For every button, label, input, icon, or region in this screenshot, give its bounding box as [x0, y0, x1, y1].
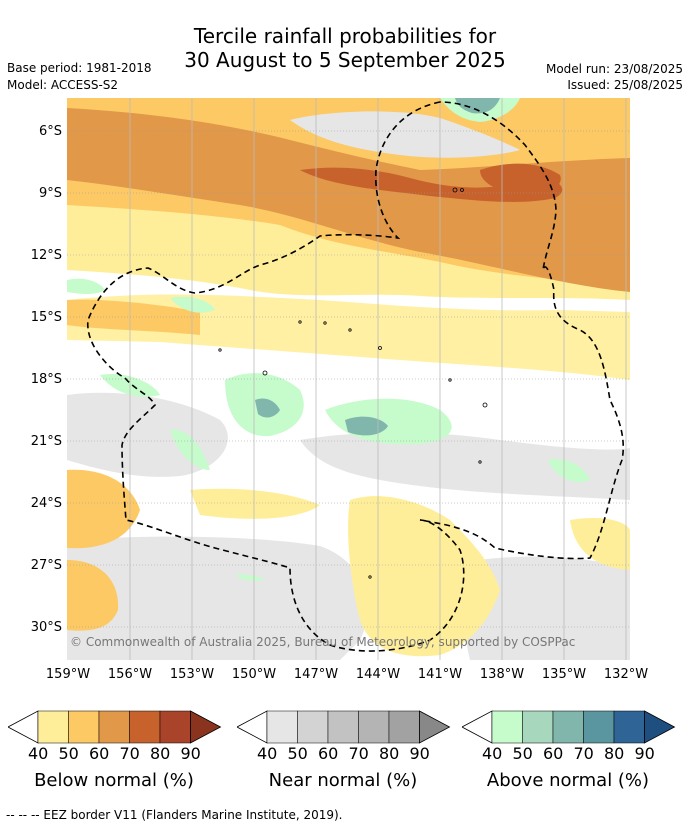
colorbar-tick: 60	[89, 744, 110, 763]
lat-label: 27°S	[31, 558, 62, 573]
colorbar-tick: 50	[512, 744, 533, 763]
lat-label: 30°S	[31, 620, 62, 635]
colorbar-segment	[297, 710, 329, 744]
model-run: Model run: 23/08/2025	[545, 62, 683, 76]
colorbar-tick: 40	[482, 744, 503, 763]
colorbar-segment	[613, 710, 645, 744]
probability-map: © Commonwealth of Australia 2025, Bureau…	[31, 98, 648, 682]
colorbar-tick: 90	[409, 744, 430, 763]
colorbar-segment	[388, 710, 420, 744]
lat-label: 9°S	[39, 186, 62, 201]
lat-label: 21°S	[31, 434, 62, 449]
colorbar-segment	[327, 710, 359, 744]
colorbar-segment	[37, 710, 69, 744]
colorbar-tick: 80	[150, 744, 171, 763]
colorbar-segment	[266, 710, 298, 744]
eez-footnote: -- -- -- EEZ border V11 (Flanders Marine…	[6, 808, 343, 822]
colorbar-tick: 40	[28, 744, 49, 763]
colorbar-segment	[159, 710, 191, 744]
colorbar-label: Near normal (%)	[268, 770, 418, 791]
colorbar-segment	[68, 710, 100, 744]
title-line-1: Tercile rainfall probabilities for	[193, 24, 497, 48]
lon-label: 159°W	[46, 667, 90, 682]
lon-label: 132°W	[604, 667, 648, 682]
lat-label: 18°S	[31, 372, 62, 387]
lon-label: 147°W	[294, 667, 338, 682]
base-period: Base period: 1981-2018	[7, 61, 152, 75]
graticule	[67, 130, 630, 628]
colorbar-2	[237, 710, 451, 744]
title-line-2: 30 August to 5 September 2025	[184, 48, 506, 72]
issued-date: Issued: 25/08/2025	[567, 78, 683, 92]
lon-label: 138°W	[480, 667, 524, 682]
colorbar-under-triangle	[462, 710, 493, 744]
islands	[218, 187, 488, 579]
colorbar-segment	[552, 710, 584, 744]
lon-label: 144°W	[356, 667, 400, 682]
colorbar-tick: 70	[119, 744, 140, 763]
lon-axis: 159°W 156°W 153°W 150°W 147°W 144°W 141°W 138°W…	[46, 667, 648, 682]
eez-border	[87, 101, 625, 652]
colorbar-tick: 90	[180, 744, 201, 763]
lon-label: 153°W	[170, 667, 214, 682]
colorbar-tick: 60	[318, 744, 339, 763]
colorbar-1	[8, 710, 222, 744]
lon-label: 141°W	[418, 667, 462, 682]
colorbar-tick: 40	[257, 744, 278, 763]
colorbar-tick: 70	[348, 744, 369, 763]
colorbar-tick: 70	[573, 744, 594, 763]
lat-label: 15°S	[31, 310, 62, 325]
lon-label: 135°W	[542, 667, 586, 682]
colorbar-under-triangle	[237, 710, 268, 744]
colorbar-segment	[522, 710, 554, 744]
colorbar-label: Below normal (%)	[34, 770, 194, 791]
colorbar-segment	[358, 710, 390, 744]
colorbar-3	[462, 710, 676, 744]
colorbar-over-triangle	[419, 710, 451, 744]
lat-label: 12°S	[31, 248, 62, 263]
colorbar-tick: 60	[543, 744, 564, 763]
lon-label: 150°W	[232, 667, 276, 682]
lon-label: 156°W	[108, 667, 152, 682]
colorbar-label: Above normal (%)	[486, 770, 650, 791]
colorbar-tick: 80	[379, 744, 400, 763]
colorbar-segment	[129, 710, 161, 744]
lat-label: 6°S	[39, 124, 62, 139]
lat-axis: 6°S 9°S 12°S 15°S 18°S 21°S 24°S 27°S 30°S	[31, 124, 62, 635]
copyright-notice: © Commonwealth of Australia 2025, Bureau…	[70, 635, 575, 649]
model-name: Model: ACCESS-S2	[7, 78, 119, 92]
colorbar-over-triangle	[190, 710, 222, 744]
colorbar-over-triangle	[644, 710, 676, 744]
colorbar-segment	[98, 710, 130, 744]
lat-label: 24°S	[31, 496, 62, 511]
colorbar-segment	[491, 710, 523, 744]
colorbar-tick: 80	[604, 744, 625, 763]
colorbar-tick: 90	[634, 744, 655, 763]
colorbar-tick: 50	[58, 744, 79, 763]
map-field: © Commonwealth of Australia 2025, Bureau…	[67, 98, 630, 660]
colorbar-segment	[583, 710, 615, 744]
colorbar-under-triangle	[8, 710, 39, 744]
colorbar-tick: 50	[287, 744, 308, 763]
